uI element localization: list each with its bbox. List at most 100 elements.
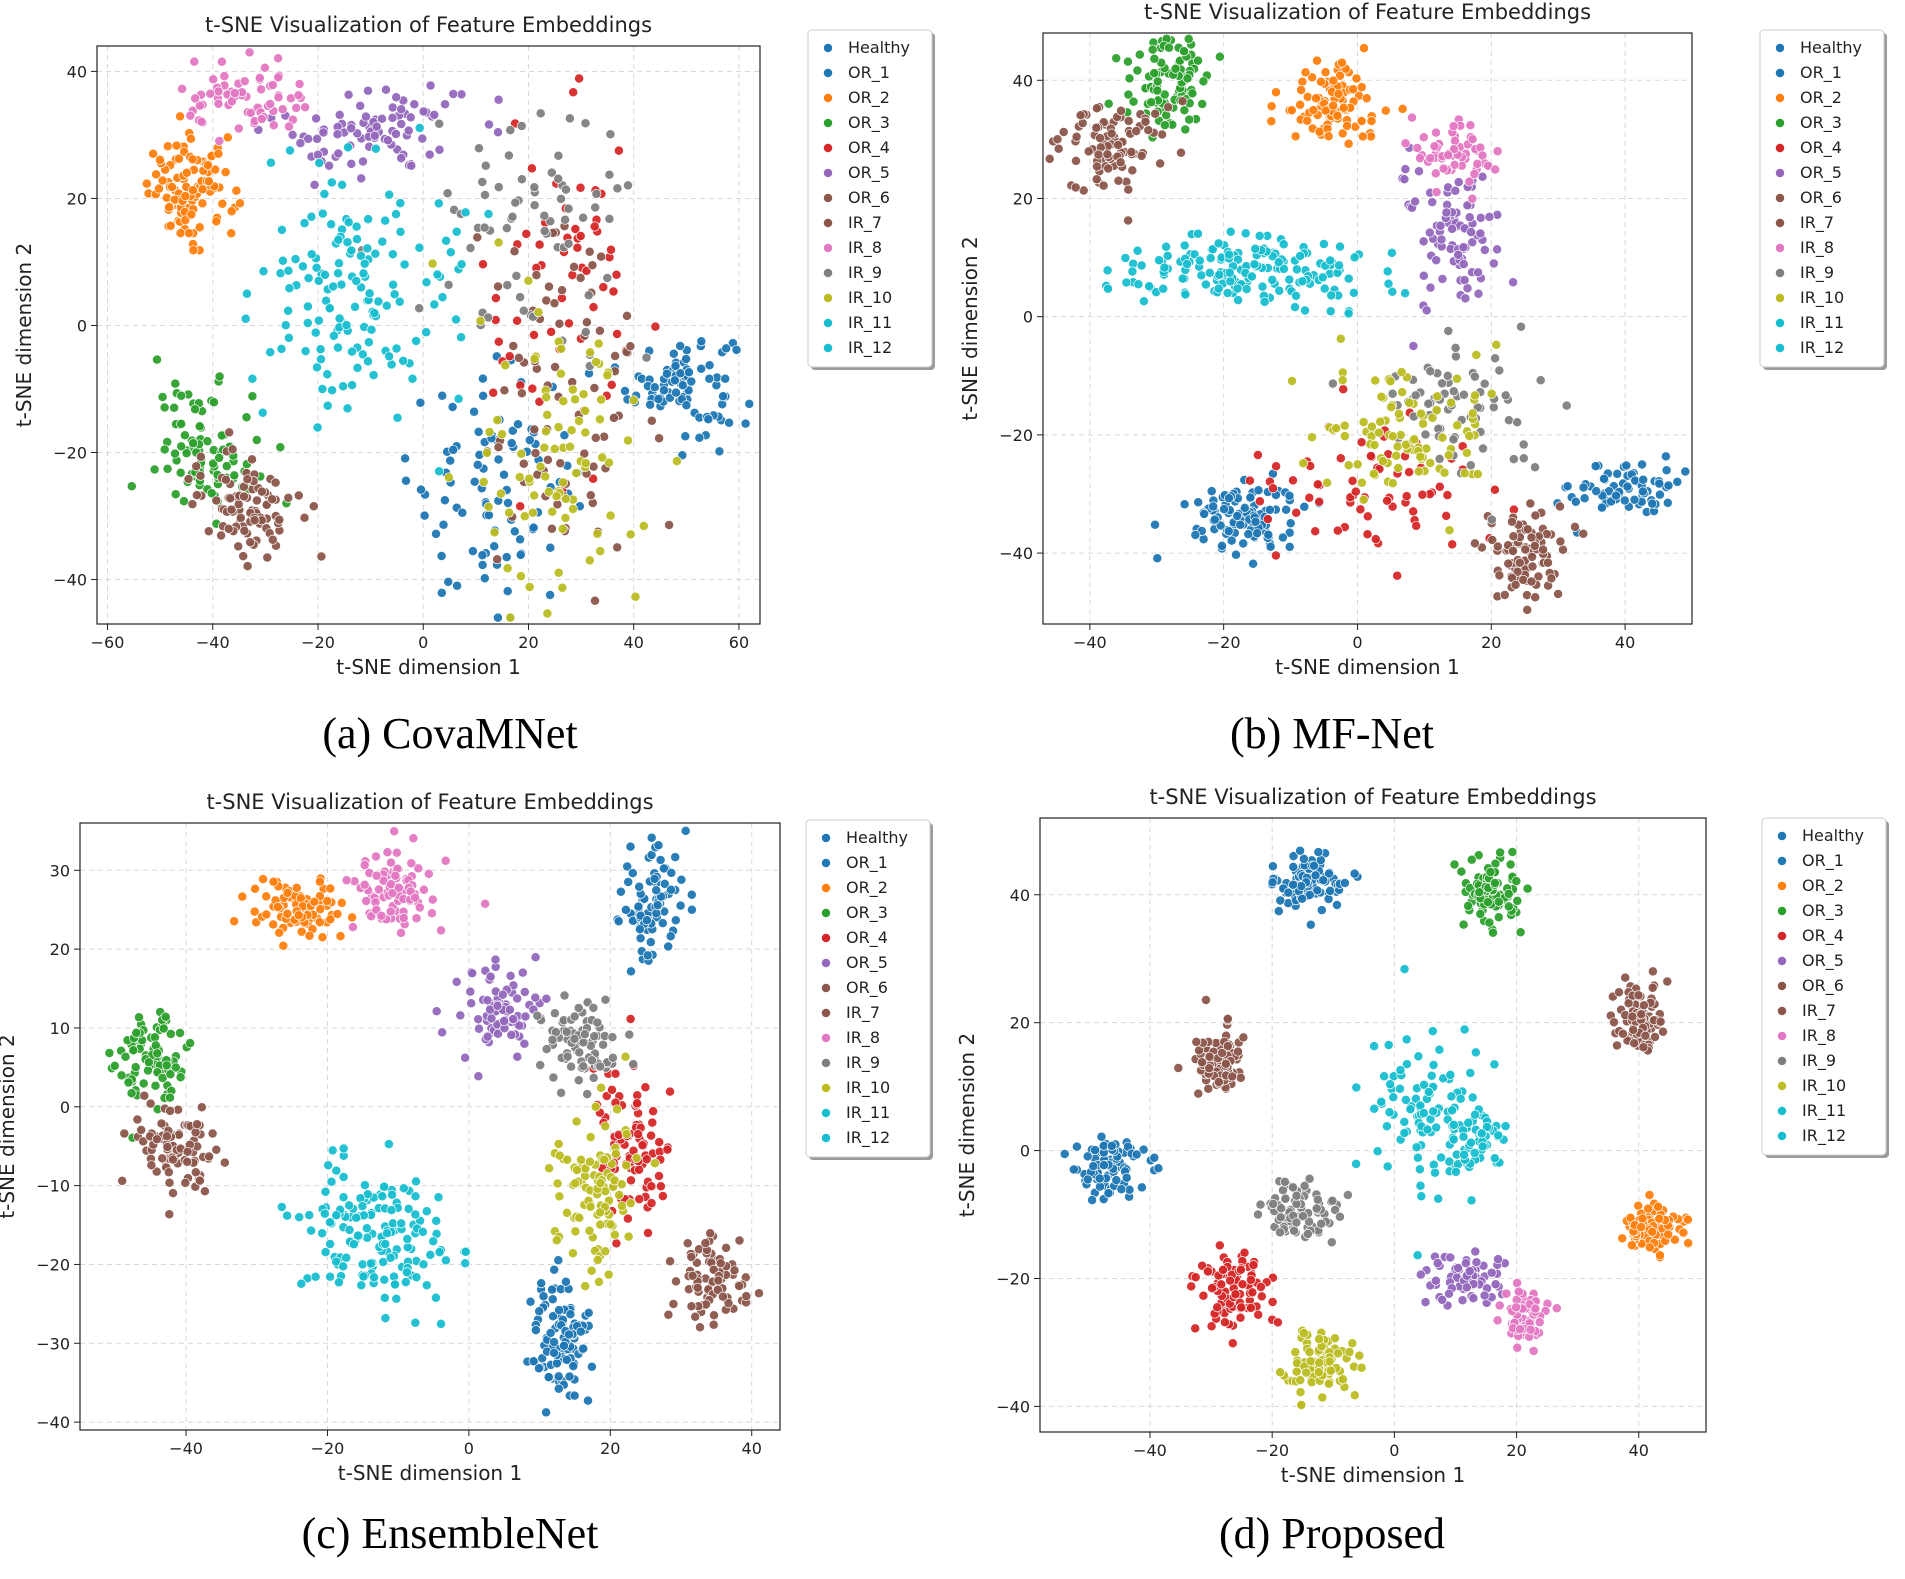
legend-marker-IR_10 bbox=[821, 1083, 831, 1093]
point-IR_8 bbox=[1407, 112, 1417, 123]
point-IR_11 bbox=[265, 157, 276, 168]
point-OR_3 bbox=[1522, 883, 1533, 894]
legend-marker-OR_2 bbox=[1777, 881, 1787, 891]
point-OR_6 bbox=[165, 1105, 176, 1116]
point-IR_9 bbox=[1327, 1195, 1338, 1206]
point-OR_2 bbox=[1266, 116, 1277, 127]
point-IR_12 bbox=[401, 1267, 412, 1278]
point-IR_10 bbox=[492, 415, 503, 426]
point-OR_6 bbox=[1140, 116, 1151, 127]
point-OR_6 bbox=[156, 1118, 167, 1129]
point-OR_6 bbox=[1620, 972, 1631, 983]
point-IR_11 bbox=[1177, 273, 1188, 284]
point-OR_4 bbox=[1235, 1312, 1246, 1323]
point-OR_4 bbox=[515, 501, 526, 512]
point-IR_11 bbox=[1401, 1034, 1412, 1045]
point-IR_12 bbox=[1459, 1149, 1470, 1160]
point-IR_11 bbox=[333, 342, 343, 353]
point-IR_12 bbox=[440, 1255, 451, 1266]
point-IR_10 bbox=[539, 442, 550, 453]
point-IR_10 bbox=[523, 275, 534, 286]
y-tick-label: −20 bbox=[53, 444, 87, 463]
legend-marker-IR_7 bbox=[823, 218, 833, 228]
point-OR_1 bbox=[492, 612, 503, 623]
point-OR_4 bbox=[1244, 475, 1255, 486]
point-OR_6 bbox=[274, 514, 285, 525]
point-OR_5 bbox=[474, 1023, 484, 1034]
point-OR_1 bbox=[1150, 519, 1160, 530]
point-OR_6 bbox=[220, 474, 231, 485]
point-IR_12 bbox=[1466, 1137, 1476, 1148]
point-IR_9 bbox=[539, 210, 550, 221]
point-OR_4 bbox=[612, 329, 623, 339]
point-OR_3 bbox=[1152, 76, 1163, 87]
point-OR_5 bbox=[387, 102, 398, 113]
point-OR_2 bbox=[1351, 73, 1362, 84]
point-IR_12 bbox=[384, 351, 395, 362]
points-a bbox=[126, 47, 755, 623]
point-IR_9 bbox=[1448, 434, 1459, 445]
point-OR_5 bbox=[396, 104, 407, 115]
point-IR_8 bbox=[267, 80, 278, 90]
legend-label-IR_11: IR_11 bbox=[1802, 1101, 1846, 1121]
point-IR_7 bbox=[1173, 1063, 1184, 1073]
legend-label-IR_10: IR_10 bbox=[1802, 1076, 1846, 1096]
legend-marker-IR_11 bbox=[1777, 1106, 1787, 1116]
point-IR_9 bbox=[612, 183, 623, 194]
point-OR_6 bbox=[247, 454, 257, 465]
point-IR_11 bbox=[276, 343, 287, 354]
point-OR_3 bbox=[1103, 98, 1114, 109]
point-OR_1 bbox=[1243, 529, 1254, 540]
point-OR_6 bbox=[267, 494, 278, 505]
point-IR_10 bbox=[567, 384, 578, 395]
point-IR_12 bbox=[1470, 1109, 1481, 1120]
point-OR_2 bbox=[171, 140, 182, 151]
point-IR_10 bbox=[621, 1129, 632, 1140]
point-Healthy bbox=[676, 874, 687, 885]
point-IR_11 bbox=[453, 393, 464, 404]
point-IR_10 bbox=[1358, 494, 1369, 505]
point-OR_4 bbox=[634, 1194, 645, 1205]
point-IR_11 bbox=[333, 268, 344, 279]
point-IR_8 bbox=[385, 906, 396, 917]
point-OR_2 bbox=[185, 133, 196, 144]
point-IR_10 bbox=[553, 567, 564, 578]
point-OR_5 bbox=[1420, 1297, 1431, 1308]
point-OR_4 bbox=[646, 1130, 657, 1141]
point-IR_8 bbox=[226, 96, 237, 107]
legend-label-OR_1: OR_1 bbox=[1800, 63, 1842, 83]
point-OR_2 bbox=[175, 111, 186, 122]
point-IR_8 bbox=[214, 136, 225, 146]
point-OR_5 bbox=[418, 106, 429, 117]
point-OR_5 bbox=[358, 156, 368, 167]
point-IR_10 bbox=[595, 1219, 606, 1230]
point-IR_8 bbox=[1418, 132, 1429, 143]
point-IR_11 bbox=[1444, 1156, 1455, 1167]
point-OR_1 bbox=[1238, 538, 1249, 549]
point-IR_12 bbox=[385, 1252, 396, 1263]
point-OR_5 bbox=[1479, 1290, 1490, 1301]
point-OR_2 bbox=[1647, 1226, 1658, 1237]
point-IR_7 bbox=[1530, 592, 1541, 603]
point-OR_4 bbox=[610, 1068, 621, 1079]
point-OR_3 bbox=[1193, 55, 1203, 66]
point-OR_5 bbox=[520, 1011, 531, 1022]
point-IR_7 bbox=[1492, 541, 1503, 552]
point-OR_6 bbox=[195, 470, 206, 481]
legend-label-OR_5: OR_5 bbox=[846, 953, 888, 973]
legend-marker-OR_5 bbox=[1775, 168, 1785, 178]
point-Healthy bbox=[684, 367, 694, 378]
point-IR_11 bbox=[338, 1172, 349, 1182]
point-Healthy bbox=[675, 341, 686, 351]
point-IR_10 bbox=[576, 1154, 586, 1165]
point-IR_11 bbox=[283, 265, 294, 276]
x-tick-label: 40 bbox=[742, 1439, 762, 1458]
point-IR_8 bbox=[205, 88, 216, 99]
point-OR_3 bbox=[1111, 53, 1122, 64]
point-IR_12 bbox=[402, 1234, 413, 1244]
point-IR_10 bbox=[1325, 1365, 1336, 1376]
point-IR_7 bbox=[542, 454, 553, 465]
point-IR_11 bbox=[333, 1277, 344, 1288]
point-IR_8 bbox=[177, 83, 188, 94]
point-IR_10 bbox=[529, 353, 540, 364]
